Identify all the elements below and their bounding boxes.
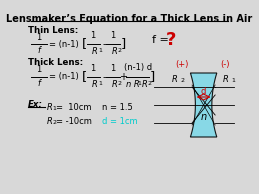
Text: R: R <box>111 80 117 89</box>
Text: 1: 1 <box>110 64 116 73</box>
Text: 1: 1 <box>110 31 116 40</box>
Text: 1: 1 <box>138 81 141 86</box>
Text: 2: 2 <box>53 120 57 126</box>
Text: f =: f = <box>152 35 172 45</box>
Text: = (n-1): = (n-1) <box>49 73 78 81</box>
Text: 1: 1 <box>53 107 57 112</box>
Text: R: R <box>142 80 148 89</box>
Text: = -10cm: = -10cm <box>56 118 92 126</box>
Text: ]: ] <box>150 70 155 83</box>
Polygon shape <box>190 73 217 137</box>
Text: 2: 2 <box>148 81 152 86</box>
Text: (n-1) d: (n-1) d <box>124 63 152 72</box>
Text: Lensmaker’s Equation for a Thick Lens in Air: Lensmaker’s Equation for a Thick Lens in… <box>6 14 253 24</box>
Text: R: R <box>223 75 229 85</box>
Text: [: [ <box>82 37 88 50</box>
Text: -: - <box>103 39 106 49</box>
Text: n: n <box>200 112 207 122</box>
Text: 2: 2 <box>181 79 184 83</box>
Text: d: d <box>201 87 206 95</box>
Text: R: R <box>91 80 97 89</box>
Text: 1: 1 <box>36 65 41 74</box>
Text: 1: 1 <box>36 33 41 42</box>
Text: =  10cm: = 10cm <box>56 104 92 113</box>
Text: 1: 1 <box>98 81 102 86</box>
Text: R: R <box>111 47 117 56</box>
Text: -: - <box>103 72 106 82</box>
Text: [: [ <box>82 70 88 83</box>
Text: f: f <box>37 46 40 55</box>
Text: 1: 1 <box>98 48 102 53</box>
Text: 1: 1 <box>91 64 96 73</box>
Text: +: + <box>119 72 127 82</box>
Text: ]: ] <box>120 37 125 50</box>
Text: 2: 2 <box>118 48 122 53</box>
Text: R: R <box>172 75 178 85</box>
Text: Thick Lens:: Thick Lens: <box>28 58 83 67</box>
Text: R: R <box>47 104 53 113</box>
Text: 1: 1 <box>232 79 235 83</box>
Text: (-): (-) <box>220 61 230 69</box>
Text: R: R <box>91 47 97 56</box>
Text: 2: 2 <box>118 81 122 86</box>
Text: n = 1.5: n = 1.5 <box>102 104 133 113</box>
Text: n R: n R <box>126 80 140 89</box>
Text: R: R <box>47 118 53 126</box>
Text: d = 1cm: d = 1cm <box>102 118 138 126</box>
Text: ?: ? <box>166 31 176 49</box>
Text: 1: 1 <box>91 31 96 40</box>
Text: f: f <box>37 79 40 88</box>
Text: (+): (+) <box>176 61 189 69</box>
Text: Ex:: Ex: <box>28 100 43 109</box>
Text: Thin Lens:: Thin Lens: <box>28 26 78 35</box>
Text: = (n-1): = (n-1) <box>49 40 78 48</box>
